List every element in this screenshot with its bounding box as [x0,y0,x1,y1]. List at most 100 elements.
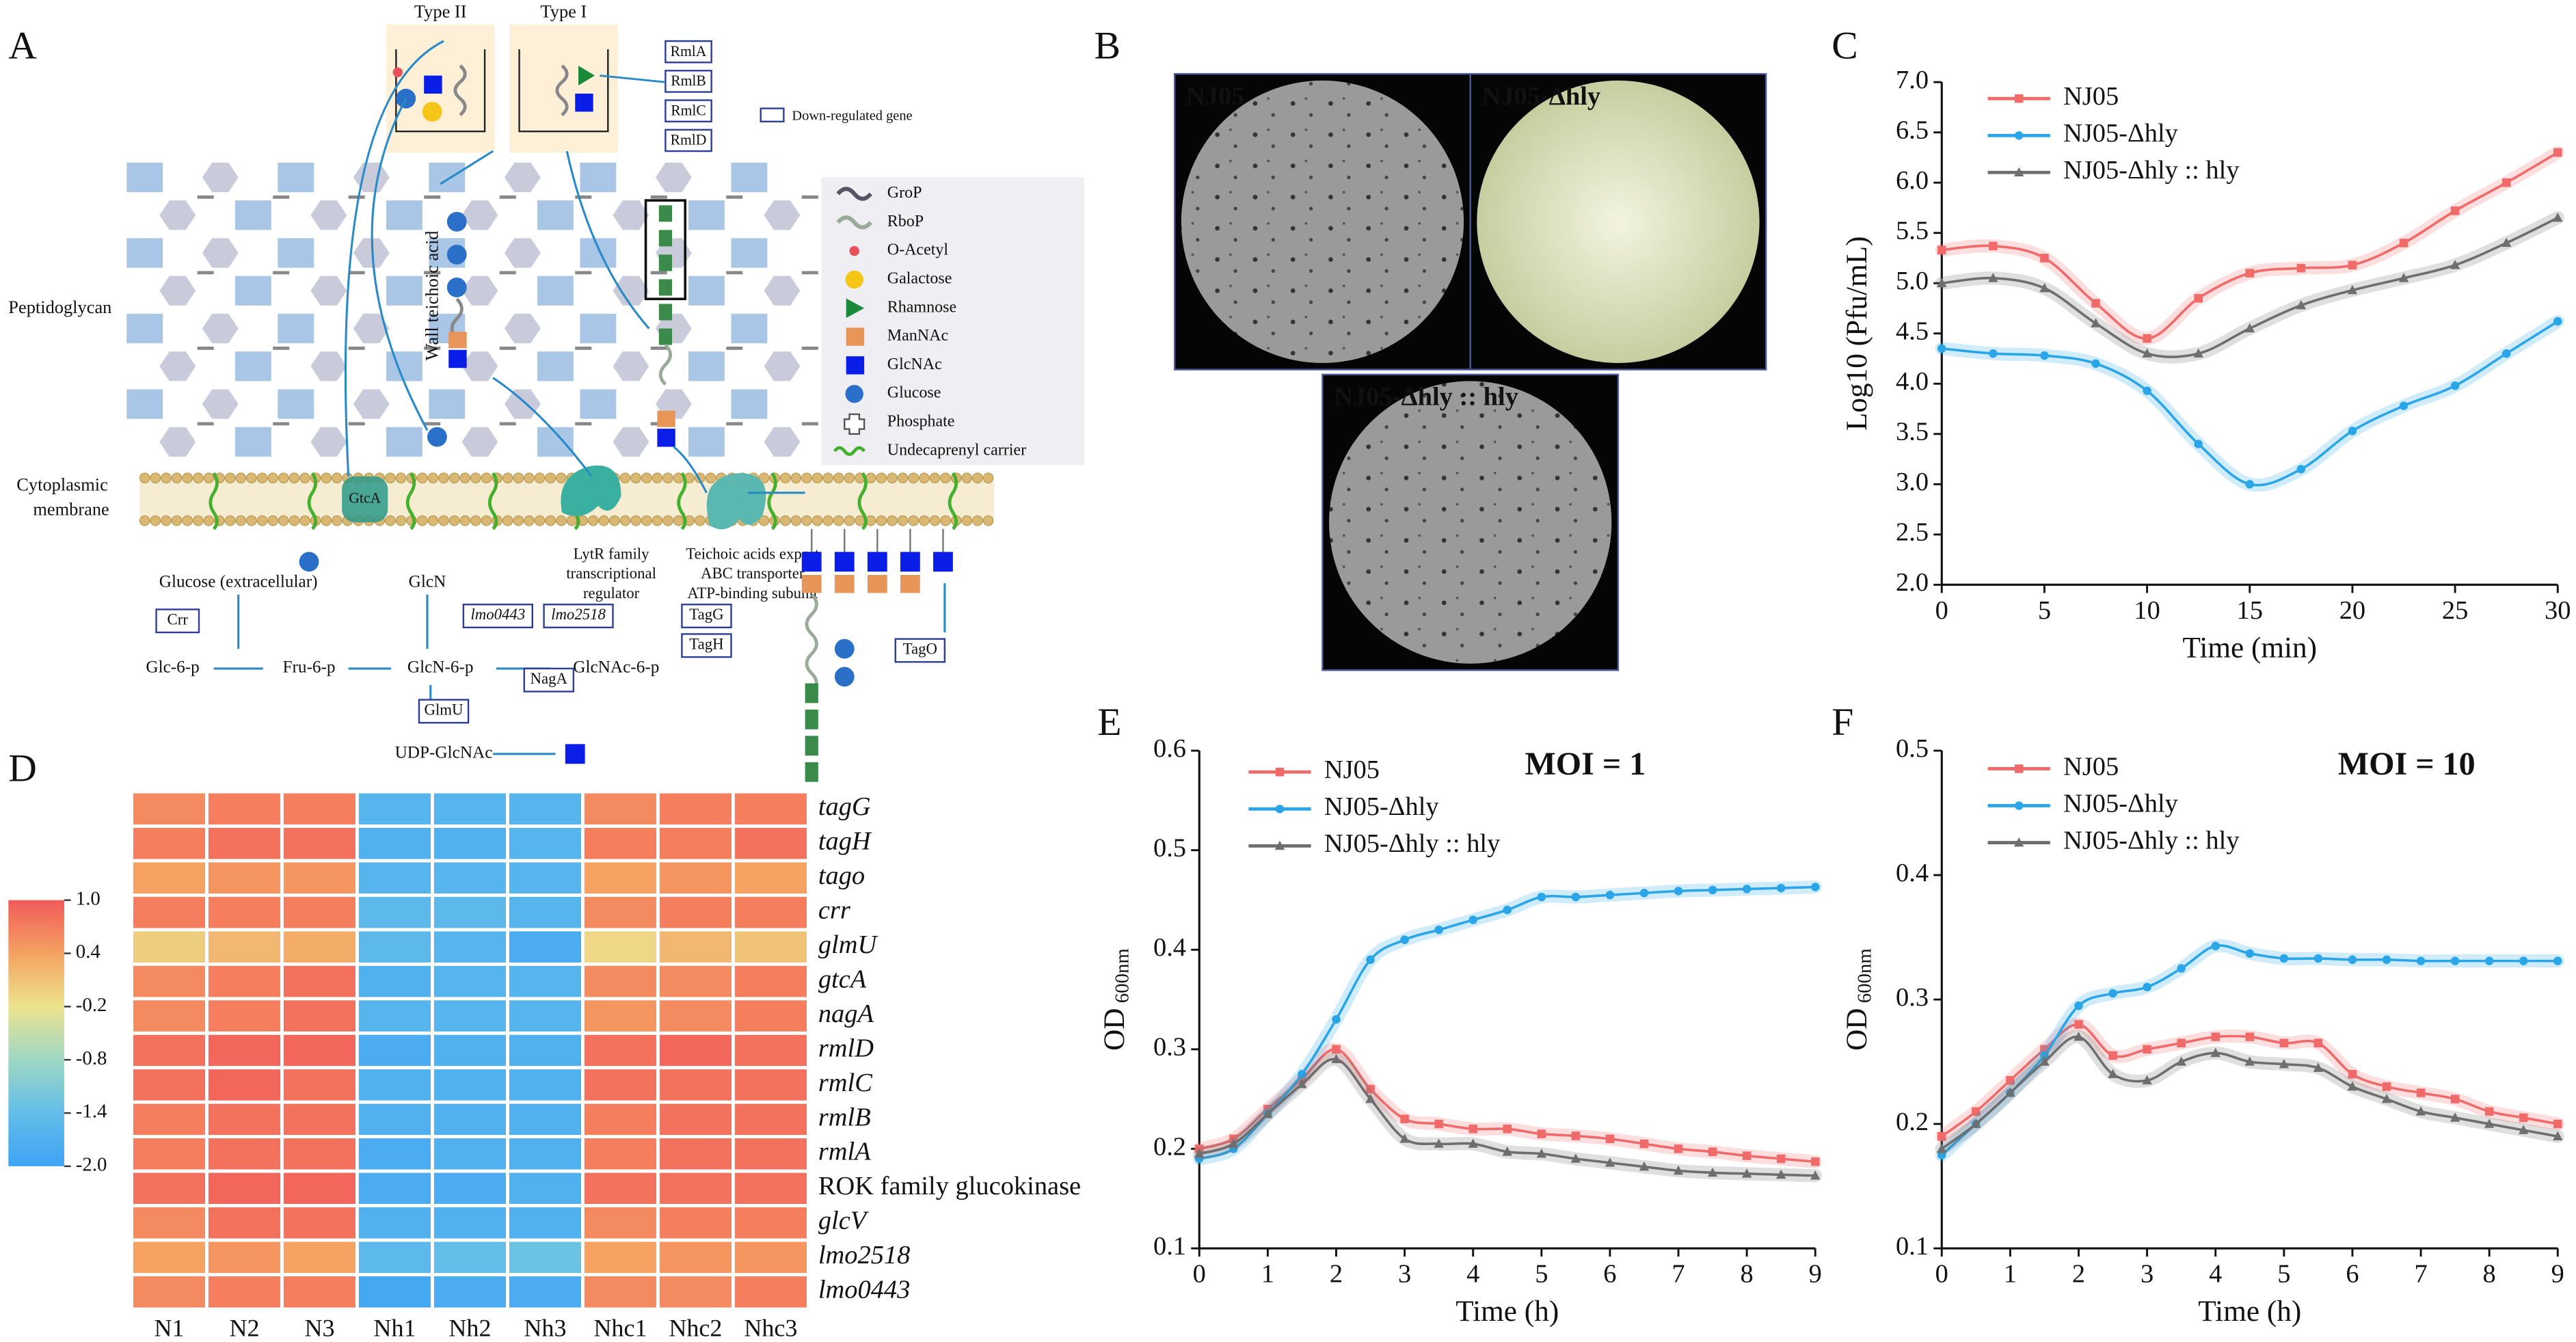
heatmap-cell [581,1100,660,1139]
y-tick-label: 0.4 [1896,859,1929,887]
data-point [1365,1093,1376,1103]
arrow [492,377,593,477]
data-point [2245,269,2255,278]
heatmap-cell [506,1238,585,1276]
data-point [2382,1082,2391,1091]
data-point [2091,359,2100,368]
data-point [1811,1157,1820,1166]
lipid-head [833,472,844,483]
legend-marker [2014,94,2024,103]
panel-label: A [8,24,37,67]
peptidoglycan-unit [731,162,768,193]
heatmap-cell [732,859,810,897]
lipid-head [438,472,449,483]
heatmap-cell [355,824,434,863]
x-tick-label: 3 [1398,1260,1411,1289]
highlight-box [644,199,687,301]
row-label: tago [818,861,865,890]
error-band [1192,1043,1822,1168]
data-point [2279,1038,2289,1047]
lipid-head [256,472,268,483]
heatmap-cell [130,1100,209,1139]
data-point [2142,348,2152,358]
lipid-head [534,515,546,526]
lipid-head [982,515,994,526]
lipid-head [779,515,791,526]
data-point [1468,1138,1478,1148]
column-label: Nhc2 [669,1314,722,1341]
undecaprenyl [857,472,868,531]
heatmap-cell [280,824,359,863]
peptidoglycan-unit [655,162,692,193]
series-line [1198,885,1816,1160]
heatmap-cell [506,1135,585,1173]
y-tick-label: 0.1 [1153,1232,1186,1261]
data-point [2313,1062,2324,1072]
lipid-head [705,472,716,483]
peptidoglycan-unit [278,162,314,193]
legend-label: NJ05-Δhly [1324,792,1440,821]
lipid-head [897,472,909,483]
heatmap-cell [130,1169,209,1207]
data-point [2313,1038,2323,1047]
peptidoglycan-unit [310,276,347,306]
peptidoglycan-unit [159,200,196,230]
lipid-head [395,515,407,526]
rhamnose [578,66,595,85]
peptidoglycan-unit [580,162,617,193]
x-axis-label: Time (min) [2182,631,2317,664]
heatmap-cell [355,1135,434,1173]
data-point [1674,887,1683,896]
arrow [565,150,650,330]
lipid-head [641,515,652,526]
annotation: MOI = 1 [1525,746,1646,782]
heatmap-cell [280,1169,359,1207]
peptidoglycan-unit [353,238,390,268]
heatmap-cell [355,859,434,897]
data-point [2501,178,2511,187]
heatmap-cell [732,928,810,966]
data-point [2074,1001,2083,1010]
lipid-head [545,515,556,526]
arrow [344,40,444,477]
heatmap-cell [431,824,509,863]
lipid-head [235,515,247,526]
rbop [453,64,467,117]
lipid-head [139,515,150,526]
lipid-head [555,472,567,483]
heatmap-cell [506,1031,585,1070]
heatmap-cell [431,928,509,966]
x-tick-label: 5 [1535,1260,1548,1289]
heatmap-cell [732,1204,810,1242]
heatmap-cell [506,824,585,863]
gene-box [543,603,614,629]
icon-galactose [845,270,863,289]
x-tick-label: 7 [2414,1260,2427,1289]
heatmap-cell [431,1169,509,1207]
galactose [422,101,442,122]
peptidoglycan-unit [537,351,574,381]
peptidoglycan-unit [353,389,390,419]
data-point [2143,1045,2151,1054]
lipid-head [811,472,823,483]
gene-box [665,99,712,123]
lipid-head [587,515,599,526]
lipid-head [299,515,310,526]
glucose [299,552,319,572]
lipid-head [695,515,706,526]
lipid-head [321,472,332,483]
x-tick-label: 10 [2134,596,2160,625]
data-point [1972,1107,1981,1116]
label: Crr [167,610,189,628]
lipid-head [203,515,215,526]
heatmap-cell [431,1100,509,1139]
data-point [2244,323,2255,333]
lipid-head [332,515,343,526]
lipid-head [876,515,887,526]
icon-rbop [836,215,873,230]
data-point [2210,1047,2221,1058]
heatmap-cell [431,1204,509,1242]
mannac [900,574,920,593]
heatmap-cell [280,1066,359,1104]
heatmap-cell [581,1031,660,1070]
